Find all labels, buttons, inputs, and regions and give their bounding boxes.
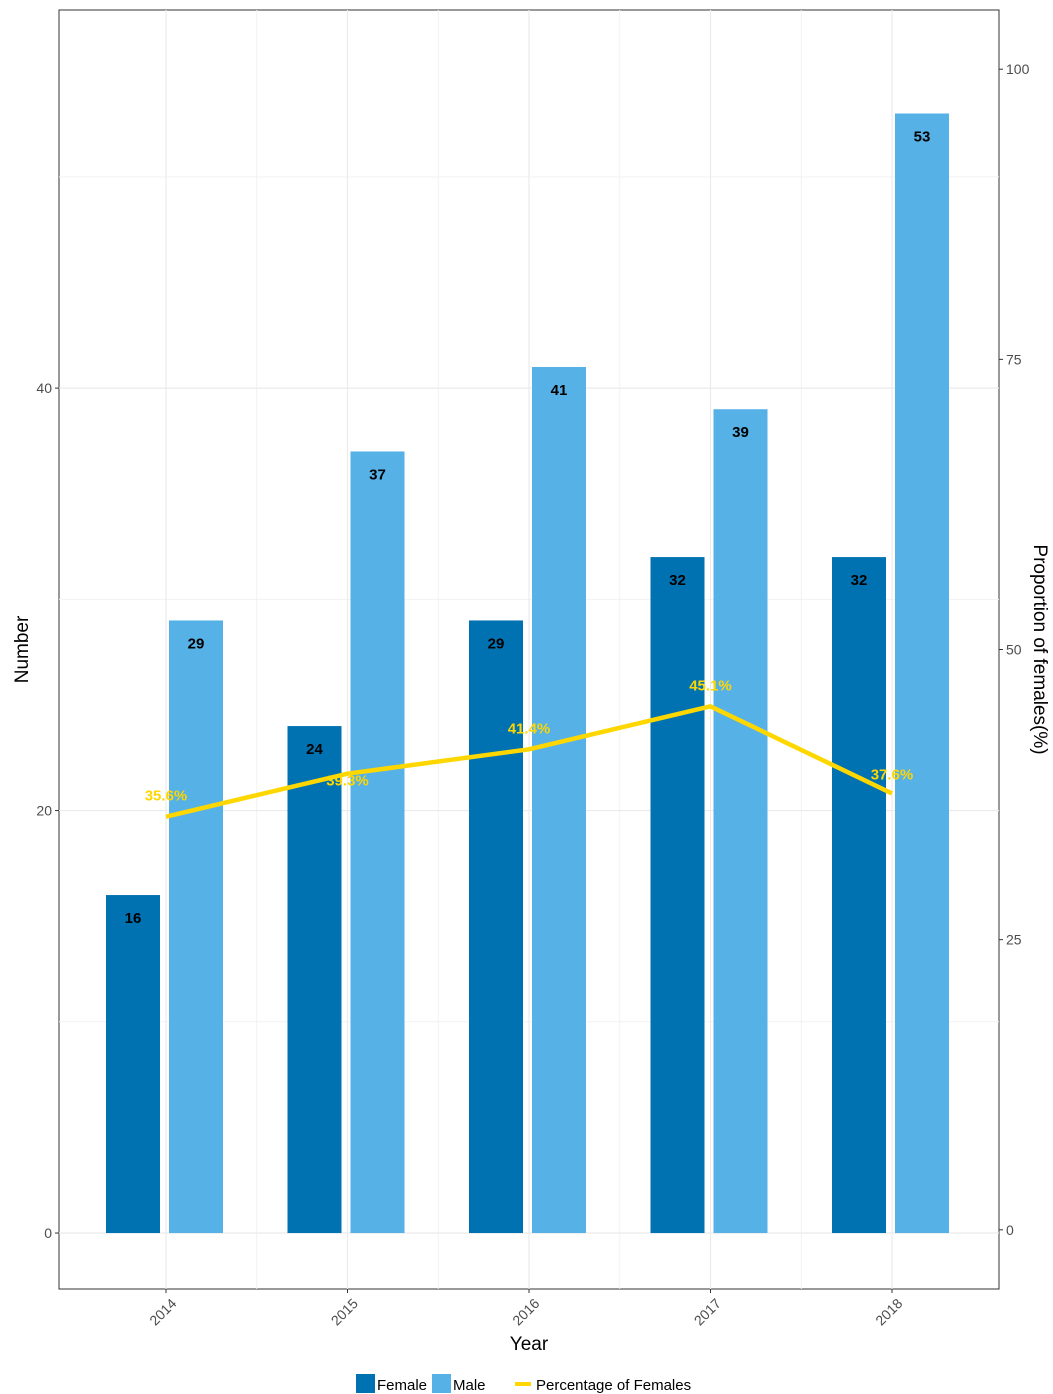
bar-label-male-2017: 39 <box>732 424 749 441</box>
bar-label-male-2018: 53 <box>914 129 931 146</box>
percentage-label-2016: 41.4% <box>508 720 551 737</box>
x-tick-label: 2014 <box>146 1295 179 1328</box>
legend-label-female: Female <box>377 1377 427 1394</box>
y2-tick-label: 25 <box>1006 932 1022 948</box>
legend: Female Male Percentage of Females <box>356 1374 691 1394</box>
bar-label-male-2014: 29 <box>188 635 205 652</box>
bar-male-2014 <box>169 620 223 1234</box>
y-tick-label: 0 <box>44 1225 52 1241</box>
percentage-label-2015: 39.3% <box>326 773 369 790</box>
y2-tick-label: 100 <box>1006 61 1030 77</box>
bar-female-2014 <box>106 895 160 1234</box>
percentage-label-2017: 45.1% <box>689 677 732 694</box>
y2-tick-label: 50 <box>1006 642 1022 658</box>
bar-label-female-2015: 24 <box>306 741 323 758</box>
bar-female-2018 <box>832 557 886 1234</box>
y2-tick-label: 75 <box>1006 351 1022 367</box>
bar-label-female-2016: 29 <box>488 635 505 652</box>
legend-label-male: Male <box>453 1377 486 1394</box>
y-tick-label: 20 <box>36 803 52 819</box>
x-axis-title: Year <box>510 1334 549 1355</box>
legend-key-female <box>356 1374 375 1393</box>
bars <box>106 113 949 1234</box>
y2-axis-title: Proportion of females(%) <box>1029 544 1050 754</box>
bar-male-2016 <box>532 366 586 1234</box>
x-tick-label: 2018 <box>872 1295 905 1328</box>
bar-value-labels: 16 24 29 32 32 29 37 41 39 53 <box>125 129 931 928</box>
right-axis: 0 25 50 75 100 <box>999 61 1030 1238</box>
y-tick-label: 40 <box>36 380 52 396</box>
percentage-line <box>165 704 893 819</box>
left-axis: 0 20 40 <box>36 380 59 1241</box>
bar-male-2018 <box>895 113 949 1234</box>
bar-male-2017 <box>713 409 768 1234</box>
bar-male-2015 <box>350 451 405 1234</box>
legend-label-percentage: Percentage of Females <box>536 1377 691 1394</box>
bar-label-female-2014: 16 <box>125 910 142 927</box>
x-tick-label: 2015 <box>328 1295 361 1328</box>
percentage-label-2014: 35.6% <box>145 788 188 805</box>
bar-female-2015 <box>287 726 342 1234</box>
bar-female-2017 <box>650 557 705 1234</box>
y-axis-title: Number <box>12 615 33 683</box>
percentage-line-layer: 35.6% 39.3% 41.4% 45.1% 37.6% <box>145 677 914 819</box>
legend-key-male <box>432 1374 451 1393</box>
bar-label-male-2015: 37 <box>369 466 386 483</box>
bar-female-2016 <box>469 620 523 1234</box>
x-tick-label: 2016 <box>509 1295 542 1328</box>
percentage-label-2018: 37.6% <box>871 766 914 783</box>
x-axis: 2014 2015 2016 2017 2018 <box>146 1289 906 1329</box>
bar-label-male-2016: 41 <box>551 382 568 399</box>
y2-tick-label: 0 <box>1006 1222 1014 1238</box>
x-tick-label: 2017 <box>691 1295 724 1328</box>
bar-label-female-2017: 32 <box>669 572 686 589</box>
bar-label-female-2018: 32 <box>851 572 868 589</box>
